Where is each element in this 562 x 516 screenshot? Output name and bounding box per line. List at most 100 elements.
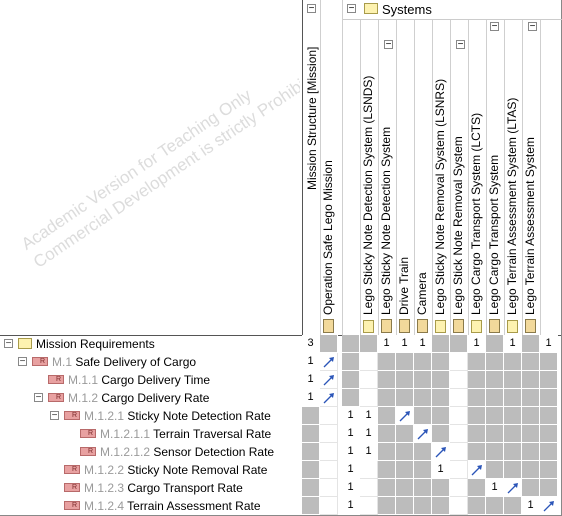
collapse-toggle-icon[interactable]: − — [528, 21, 537, 32]
matrix-cell[interactable] — [396, 425, 414, 443]
matrix-cell[interactable] — [414, 497, 432, 515]
matrix-cell[interactable] — [432, 389, 450, 407]
matrix-cell[interactable] — [522, 443, 540, 461]
matrix-cell[interactable] — [468, 497, 486, 515]
matrix-cell[interactable] — [540, 461, 558, 479]
matrix-cell[interactable] — [450, 425, 468, 443]
collapse-toggle-icon[interactable]: − — [456, 39, 465, 50]
matrix-cell[interactable] — [320, 371, 338, 389]
matrix-cell[interactable] — [504, 479, 522, 497]
matrix-cell[interactable] — [360, 497, 378, 515]
matrix-cell[interactable] — [414, 353, 432, 371]
column-header[interactable]: Lego Sticky Note Detection System — [378, 52, 396, 335]
row-header[interactable]: R M.1.2.3 Cargo Transport Rate — [0, 479, 302, 497]
matrix-cell[interactable] — [522, 407, 540, 425]
matrix-cell[interactable] — [540, 443, 558, 461]
matrix-cell[interactable] — [320, 443, 338, 461]
matrix-cell[interactable] — [320, 389, 338, 407]
row-header[interactable]: − R M.1 Safe Delivery of Cargo — [0, 353, 302, 371]
row-header[interactable]: − Mission Requirements — [0, 335, 302, 353]
matrix-cell[interactable] — [378, 461, 396, 479]
row-header[interactable]: R M.1.2.1.1 Terrain Traversal Rate — [0, 425, 302, 443]
collapse-toggle-icon[interactable]: − — [34, 392, 43, 403]
matrix-cell[interactable] — [522, 461, 540, 479]
matrix-cell[interactable] — [378, 389, 396, 407]
matrix-cell[interactable] — [486, 353, 504, 371]
matrix-cell[interactable] — [396, 497, 414, 515]
matrix-cell[interactable] — [432, 425, 450, 443]
matrix-cell[interactable] — [468, 407, 486, 425]
matrix-cell[interactable] — [450, 389, 468, 407]
matrix-cell[interactable] — [504, 425, 522, 443]
matrix-cell[interactable] — [378, 443, 396, 461]
matrix-cell[interactable] — [342, 353, 360, 371]
matrix-cell[interactable] — [540, 371, 558, 389]
matrix-cell[interactable] — [522, 479, 540, 497]
matrix-cell[interactable] — [486, 407, 504, 425]
matrix-cell[interactable] — [432, 479, 450, 497]
matrix-cell[interactable] — [504, 353, 522, 371]
matrix-cell[interactable] — [486, 497, 504, 515]
matrix-cell[interactable] — [378, 497, 396, 515]
matrix-cell[interactable] — [468, 353, 486, 371]
matrix-cell[interactable] — [522, 425, 540, 443]
column-header[interactable]: Lego Sticky Note Removal System (LSNRS) — [432, 38, 450, 335]
matrix-cell[interactable] — [414, 461, 432, 479]
collapse-toggle-icon[interactable]: − — [50, 410, 59, 421]
matrix-cell[interactable] — [450, 443, 468, 461]
column-header[interactable]: Lego Cargo Transport System — [486, 150, 504, 335]
matrix-cell[interactable] — [468, 371, 486, 389]
matrix-cell[interactable] — [378, 407, 396, 425]
row-header[interactable]: R M.1.2.4 Terrain Assessment Rate — [0, 497, 302, 515]
matrix-cell[interactable] — [396, 407, 414, 425]
collapse-toggle-icon[interactable]: − — [384, 39, 393, 50]
matrix-cell[interactable] — [522, 371, 540, 389]
matrix-cell[interactable] — [432, 497, 450, 515]
matrix-cell[interactable] — [378, 371, 396, 389]
matrix-cell[interactable] — [360, 371, 378, 389]
column-header[interactable]: Lego Sticky Note Detection System (LSNDS… — [360, 38, 378, 335]
matrix-cell[interactable] — [540, 407, 558, 425]
matrix-cell[interactable] — [468, 443, 486, 461]
matrix-cell[interactable] — [504, 497, 522, 515]
matrix-cell[interactable] — [486, 443, 504, 461]
matrix-cell[interactable] — [396, 479, 414, 497]
collapse-toggle-icon[interactable]: − — [18, 356, 27, 367]
row-header[interactable]: − R M.1.2 Cargo Delivery Rate — [0, 389, 302, 407]
matrix-cell[interactable] — [414, 371, 432, 389]
matrix-cell[interactable] — [450, 497, 468, 515]
matrix-cell[interactable] — [396, 371, 414, 389]
matrix-cell[interactable] — [522, 353, 540, 371]
matrix-cell[interactable] — [468, 425, 486, 443]
row-header[interactable]: R M.1.1 Cargo Delivery Time — [0, 371, 302, 389]
column-header[interactable]: Lego Cargo Transport System (LCTS) — [468, 38, 486, 335]
matrix-cell[interactable] — [302, 425, 320, 443]
matrix-cell[interactable] — [504, 407, 522, 425]
collapse-toggle-icon[interactable]: − — [4, 338, 13, 349]
matrix-cell[interactable] — [414, 425, 432, 443]
collapse-toggle-icon[interactable]: − — [490, 21, 499, 32]
matrix-cell[interactable] — [342, 371, 360, 389]
column-header[interactable]: Lego Terrain Assessment System (LTAS) — [504, 38, 522, 335]
matrix-cell[interactable] — [378, 479, 396, 497]
matrix-cell[interactable] — [302, 407, 320, 425]
matrix-cell[interactable] — [320, 479, 338, 497]
matrix-cell[interactable] — [504, 389, 522, 407]
matrix-cell[interactable] — [450, 461, 468, 479]
matrix-cell[interactable] — [540, 353, 558, 371]
matrix-cell[interactable] — [450, 479, 468, 497]
matrix-cell[interactable] — [302, 461, 320, 479]
matrix-cell[interactable] — [360, 389, 378, 407]
column-header[interactable]: Drive Train — [396, 257, 414, 335]
matrix-cell[interactable] — [486, 389, 504, 407]
matrix-cell[interactable] — [432, 353, 450, 371]
matrix-cell[interactable] — [468, 461, 486, 479]
matrix-cell[interactable] — [450, 353, 468, 371]
matrix-cell[interactable] — [486, 425, 504, 443]
matrix-cell[interactable] — [302, 497, 320, 515]
row-header[interactable]: − R M.1.2.1 Sticky Note Detection Rate — [0, 407, 302, 425]
matrix-cell[interactable] — [540, 425, 558, 443]
column-header[interactable]: Lego Terrain Assessment System — [522, 118, 540, 335]
matrix-cell[interactable] — [468, 389, 486, 407]
matrix-cell[interactable] — [320, 425, 338, 443]
